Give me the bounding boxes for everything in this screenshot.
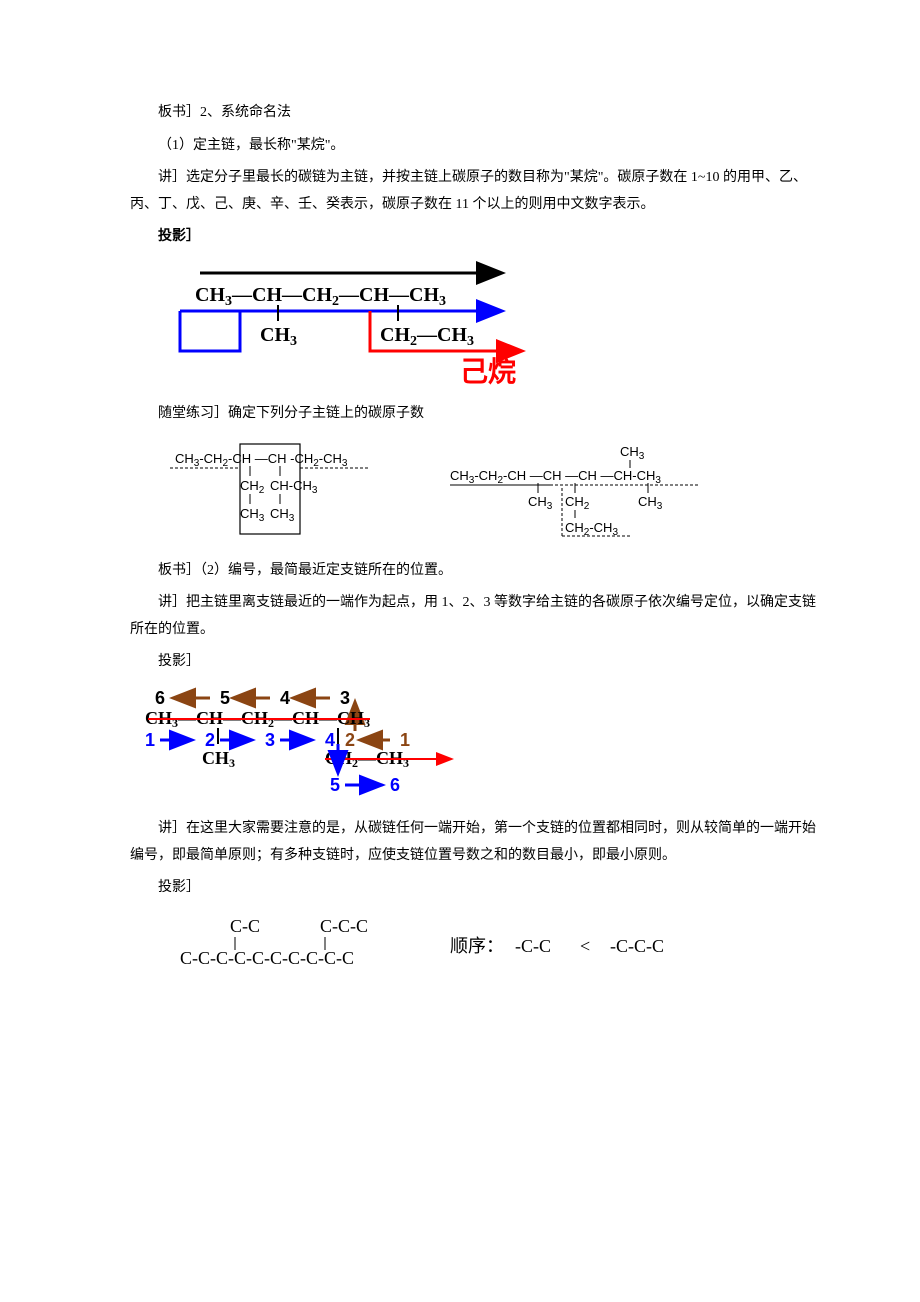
- svg-text:CH3: CH3: [528, 494, 553, 512]
- para-lecture-3: 讲］在这里大家需要注意的是，从碳链任何一端开始，第一个支链的位置都相同时，则从较…: [130, 816, 820, 869]
- fig4-order-label: 顺序：: [450, 936, 504, 956]
- para-project-1: 投影］: [130, 224, 820, 251]
- fig4-main: C-C-C-C-C-C-C-C-C-C: [180, 948, 354, 968]
- svg-text:1: 1: [145, 730, 155, 750]
- para-project-2: 投影］: [130, 649, 820, 676]
- svg-text:2: 2: [205, 730, 215, 750]
- fig1-chain: CH3—CH—CH2—CH—CH3: [195, 284, 446, 309]
- svg-text:1: 1: [400, 730, 410, 750]
- fig1-label: 己烷: [460, 355, 516, 387]
- svg-text:CH3-CH2-CH —CH —CH —CH-CH3: CH3-CH2-CH —CH —CH —CH-CH3: [450, 468, 661, 486]
- fig4-order-r: -C-C-C: [610, 936, 664, 956]
- fig4-top-right: C-C-C: [320, 916, 368, 936]
- fig1-sub-left: CH3: [260, 324, 297, 349]
- fig4-lt: <: [580, 936, 590, 956]
- svg-text:5: 5: [330, 775, 340, 795]
- svg-text:CH-CH3: CH-CH3: [270, 478, 318, 496]
- svg-text:CH3: CH3: [202, 748, 235, 770]
- svg-text:6: 6: [155, 688, 165, 708]
- fig1-sub-right: CH2—CH3: [380, 324, 474, 349]
- figure-4-order: C-C C-C-C C-C-C-C-C-C-C-C-C-C 顺序： -C-C <…: [170, 912, 820, 982]
- svg-text:CH3: CH3: [270, 506, 295, 524]
- svg-text:3: 3: [265, 730, 275, 750]
- para-rule-1: （1）定主链，最长称"某烷"。: [130, 133, 820, 160]
- svg-text:CH2-CH3: CH2-CH3: [565, 520, 618, 538]
- para-project-3: 投影］: [130, 875, 820, 902]
- svg-text:2: 2: [345, 730, 355, 750]
- svg-text:6: 6: [390, 775, 400, 795]
- svg-text:5: 5: [220, 688, 230, 708]
- para-exercise: 随堂练习］确定下列分子主链上的碳原子数: [130, 401, 820, 428]
- figure-1-hexane: CH3—CH—CH2—CH—CH3 CH3 CH2—CH3 己烷: [170, 261, 820, 391]
- figure-2-exercise: CH3-CH2-CH —CH -CH2-CH3 CH2 CH-CH3 CH3 C…: [170, 438, 820, 548]
- figure-3-numbering: 6543 CH3—CH—CH2—CH—CH3 1234 21 CH3 CH2—C…: [140, 686, 820, 806]
- para-board-1: 板书］2、系统命名法: [130, 100, 820, 127]
- svg-text:CH3: CH3: [240, 506, 265, 524]
- svg-text:CH2: CH2: [240, 478, 265, 496]
- fig4-top-left: C-C: [230, 916, 260, 936]
- para-board-2: 板书］（2）编号，最简最近定支链所在的位置。: [130, 558, 820, 585]
- fig4-order-l: -C-C: [515, 936, 551, 956]
- fig2-left-top: CH3-CH2-CH —CH -CH2-CH3: [175, 451, 348, 469]
- para-lecture-2: 讲］把主链里离支链最近的一端作为起点，用 1、2、3 等数字给主链的各碳原子依次…: [130, 590, 820, 643]
- svg-text:CH3: CH3: [620, 444, 645, 462]
- svg-text:3: 3: [340, 688, 350, 708]
- svg-text:CH2: CH2: [565, 494, 590, 512]
- svg-text:4: 4: [280, 688, 290, 708]
- svg-text:CH3: CH3: [638, 494, 663, 512]
- svg-text:4: 4: [325, 730, 335, 750]
- para-lecture-1: 讲］选定分子里最长的碳链为主链，并按主链上碳原子的数目称为"某烷"。碳原子数在 …: [130, 165, 820, 218]
